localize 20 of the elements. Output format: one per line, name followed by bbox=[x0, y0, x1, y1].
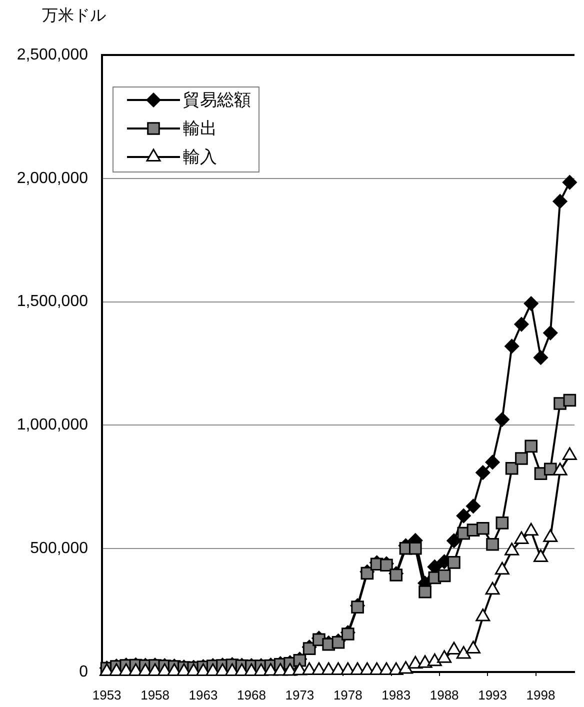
x-tick-label: 1983 bbox=[382, 687, 411, 702]
x-tick-label: 1963 bbox=[188, 687, 218, 702]
y-axis-title: 万米ドル bbox=[42, 6, 106, 24]
x-tick-label: 1998 bbox=[526, 687, 556, 702]
x-tick-label: 1978 bbox=[333, 687, 362, 702]
x-tick-label: 1968 bbox=[237, 687, 266, 702]
y-tick-label: 1,500,000 bbox=[16, 293, 88, 310]
y-tick-label: 2,500,000 bbox=[16, 46, 88, 64]
x-tick-label: 1953 bbox=[92, 687, 122, 702]
x-tick-label: 1973 bbox=[285, 687, 314, 702]
y-tick-label: 2,000,000 bbox=[16, 170, 88, 187]
legend-label: 輸出 bbox=[183, 119, 217, 138]
legend-label: 輸入 bbox=[183, 148, 217, 167]
x-tick-label: 1993 bbox=[478, 687, 507, 702]
y-tick-label: 0 bbox=[79, 663, 88, 680]
x-tick-label: 1988 bbox=[430, 687, 459, 702]
x-tick-label: 1958 bbox=[140, 687, 170, 702]
y-tick-label: 1,000,000 bbox=[16, 416, 88, 434]
y-tick-label: 500,000 bbox=[30, 540, 88, 558]
legend-label: 貿易総額 bbox=[183, 90, 251, 110]
